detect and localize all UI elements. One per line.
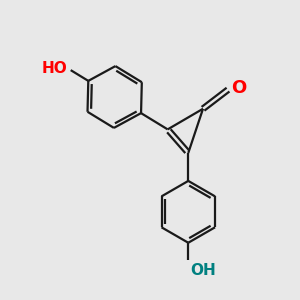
Text: HO: HO [41, 61, 67, 76]
Text: O: O [232, 79, 247, 97]
Text: OH: OH [190, 263, 216, 278]
